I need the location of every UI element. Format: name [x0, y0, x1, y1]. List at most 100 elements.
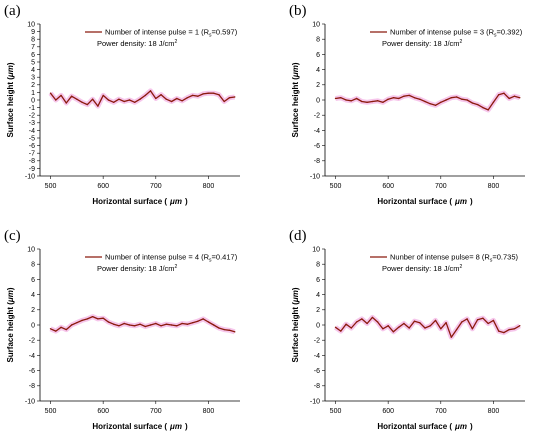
data-point [334, 97, 337, 100]
y-tick-label: -6 [29, 368, 35, 375]
data-point [202, 93, 204, 95]
data-point [513, 328, 516, 330]
series-line [335, 316, 521, 338]
y-tick-label: -2 [29, 338, 35, 345]
x-axis-label: Horizontal surface (μm) [92, 197, 188, 206]
data-point [371, 316, 374, 319]
data-point [519, 97, 521, 99]
data-point [445, 322, 447, 324]
data-point [361, 100, 363, 103]
data-point [165, 98, 168, 100]
data-point [487, 109, 489, 111]
data-point [408, 94, 410, 97]
data-point [160, 93, 162, 96]
y-tick-label: -4 [314, 353, 320, 360]
data-point [366, 101, 368, 103]
data-point [376, 321, 379, 323]
data-point [387, 98, 389, 100]
y-tick-label: 4 [31, 67, 35, 74]
power-density-label: Power density: 18 J/cm2 [97, 39, 178, 48]
data-point [429, 103, 431, 105]
x-tick-label: 700 [150, 183, 162, 190]
y-tick-label: -3 [29, 120, 35, 127]
data-point [160, 325, 162, 327]
y-tick-label: 6 [31, 52, 35, 59]
data-point [207, 321, 210, 323]
data-point [450, 97, 453, 99]
y-tick-label: 3 [31, 75, 35, 82]
panel-letter: (c) [4, 228, 21, 244]
y-tick-label: -9 [29, 166, 35, 173]
data-point [376, 100, 379, 102]
y-tick-label: 8 [316, 262, 320, 269]
y-tick-label: 4 [31, 292, 35, 299]
y-tick-label: -10 [25, 398, 35, 405]
data-point [392, 331, 395, 333]
data-point [197, 320, 199, 322]
data-point [466, 99, 468, 101]
y-tick-label: -6 [29, 143, 35, 150]
data-point [371, 100, 374, 103]
data-point [408, 327, 410, 329]
y-tick-label: -6 [314, 368, 320, 375]
data-point [181, 322, 183, 325]
y-tick-label: -10 [310, 398, 320, 405]
data-point [350, 100, 353, 102]
series-band [49, 314, 236, 335]
data-point [91, 98, 94, 100]
y-tick-label: 4 [316, 67, 320, 74]
y-tick-label: -1 [29, 105, 35, 112]
x-tick-label: 800 [488, 183, 500, 190]
data-point [228, 97, 231, 99]
data-point [76, 98, 78, 100]
y-tick-label: 2 [316, 307, 320, 314]
data-point [76, 322, 78, 324]
data-point [476, 103, 479, 106]
x-tick-label: 600 [97, 183, 109, 190]
x-tick-label: 500 [45, 408, 57, 415]
y-tick-label: -8 [314, 383, 320, 390]
y-tick-label: 1 [31, 90, 35, 97]
y-tick-label: -2 [314, 113, 320, 120]
data-point [234, 96, 236, 98]
data-point [191, 94, 194, 97]
data-point [128, 99, 131, 101]
y-tick-label: 7 [31, 44, 35, 51]
data-point [424, 327, 426, 329]
data-point [176, 325, 178, 327]
data-point [207, 92, 210, 94]
data-point [228, 329, 231, 332]
y-tick-label: 5 [31, 59, 35, 66]
data-point [487, 322, 489, 325]
data-point [355, 321, 358, 323]
data-point [482, 317, 484, 319]
data-point [112, 101, 115, 103]
data-point [149, 324, 152, 326]
data-point [392, 97, 395, 99]
y-tick-label: 8 [31, 37, 35, 44]
data-point [118, 98, 120, 100]
data-point [482, 106, 484, 109]
data-point [434, 319, 437, 322]
data-point [403, 95, 405, 97]
y-tick-label: 0 [316, 97, 320, 104]
data-point [419, 98, 421, 100]
power-density-label: Power density: 18 J/cm2 [382, 264, 463, 273]
series-line [335, 92, 520, 111]
y-tick-label: -8 [314, 158, 320, 165]
y-tick-label: -10 [310, 173, 320, 180]
data-point [212, 92, 215, 94]
data-point [340, 330, 342, 332]
data-point [60, 94, 62, 97]
series-line [49, 90, 235, 107]
y-tick-label: 8 [316, 37, 320, 44]
x-tick-label: 800 [488, 408, 500, 415]
data-point [86, 103, 89, 106]
data-point [202, 318, 204, 320]
data-point [455, 328, 458, 331]
power-density-label: Power density: 18 J/cm2 [382, 39, 463, 48]
data-point [397, 326, 400, 328]
data-point [170, 324, 173, 326]
